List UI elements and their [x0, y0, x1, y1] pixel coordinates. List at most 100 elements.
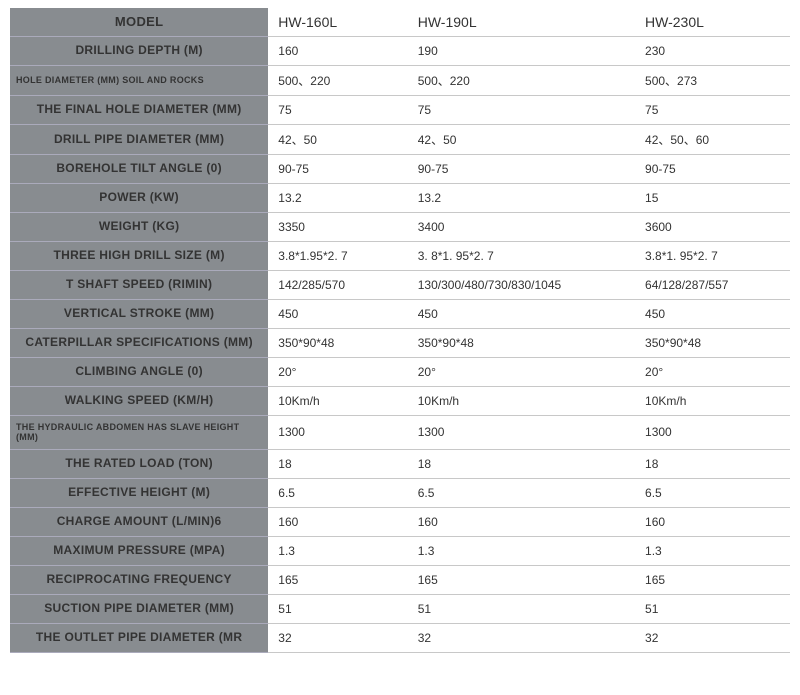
table-row: THE OUTLET PIPE DIAMETER (MR323232	[10, 624, 790, 653]
data-cell: 42、50	[408, 125, 635, 155]
data-cell: 20°	[635, 358, 790, 387]
table-row: WEIGHT (KG)335034003600	[10, 213, 790, 242]
data-cell: HW-160L	[268, 8, 407, 37]
data-cell: 1300	[408, 416, 635, 450]
data-cell: 42、50	[268, 125, 407, 155]
data-cell: 3. 8*1. 95*2. 7	[408, 242, 635, 271]
data-cell: 15	[635, 184, 790, 213]
row-label: VERTICAL STROKE (MM)	[10, 300, 268, 329]
data-cell: 75	[408, 96, 635, 125]
data-cell: 75	[268, 96, 407, 125]
data-cell: 160	[635, 508, 790, 537]
data-cell: 51	[635, 595, 790, 624]
data-cell: 75	[635, 96, 790, 125]
data-cell: 1.3	[408, 537, 635, 566]
table-row: DRILLING DEPTH (M)160190230	[10, 37, 790, 66]
data-cell: 350*90*48	[635, 329, 790, 358]
row-label: THE RATED LOAD (TON)	[10, 450, 268, 479]
data-cell: 3.8*1. 95*2. 7	[635, 242, 790, 271]
data-cell: 32	[635, 624, 790, 653]
data-cell: 500、273	[635, 66, 790, 96]
table-row: MODELHW-160LHW-190LHW-230L	[10, 8, 790, 37]
row-label: CHARGE AMOUNT (L/MIN)6	[10, 508, 268, 537]
table-row: WALKING SPEED (KM/H)10Km/h10Km/h10Km/h	[10, 387, 790, 416]
table-row: THE FINAL HOLE DIAMETER (MM)757575	[10, 96, 790, 125]
data-cell: 32	[268, 624, 407, 653]
table-row: EFFECTIVE HEIGHT (M)6.56.56.5	[10, 479, 790, 508]
table-row: VERTICAL STROKE (MM)450450450	[10, 300, 790, 329]
row-label: MAXIMUM PRESSURE (MPA)	[10, 537, 268, 566]
row-label: THREE HIGH DRILL SIZE (M)	[10, 242, 268, 271]
row-label: EFFECTIVE HEIGHT (M)	[10, 479, 268, 508]
data-cell: 20°	[408, 358, 635, 387]
table-row: THREE HIGH DRILL SIZE (M)3.8*1.95*2. 73.…	[10, 242, 790, 271]
table-row: SUCTION PIPE DIAMETER (MM)515151	[10, 595, 790, 624]
data-cell: 6.5	[635, 479, 790, 508]
data-cell: 51	[268, 595, 407, 624]
table-row: MAXIMUM PRESSURE (MPA)1.31.31.3	[10, 537, 790, 566]
data-cell: 90-75	[408, 155, 635, 184]
data-cell: 18	[268, 450, 407, 479]
spec-table: MODELHW-160LHW-190LHW-230LDRILLING DEPTH…	[10, 8, 790, 653]
table-row: POWER (KW)13.213.215	[10, 184, 790, 213]
data-cell: 165	[268, 566, 407, 595]
data-cell: 165	[408, 566, 635, 595]
row-label: POWER (KW)	[10, 184, 268, 213]
data-cell: HW-190L	[408, 8, 635, 37]
data-cell: 10Km/h	[268, 387, 407, 416]
data-cell: 42、50、60	[635, 125, 790, 155]
data-cell: 10Km/h	[408, 387, 635, 416]
data-cell: 64/128/287/557	[635, 271, 790, 300]
row-label: CATERPILLAR SPECIFICATIONS (MM)	[10, 329, 268, 358]
table-row: CLIMBING ANGLE (0)20°20°20°	[10, 358, 790, 387]
row-label: DRILL PIPE DIAMETER (MM)	[10, 125, 268, 155]
table-row: CATERPILLAR SPECIFICATIONS (MM)350*90*48…	[10, 329, 790, 358]
table-row: CHARGE AMOUNT (L/MIN)6160160160	[10, 508, 790, 537]
data-cell: 6.5	[408, 479, 635, 508]
data-cell: HW-230L	[635, 8, 790, 37]
row-label: HOLE DIAMETER (MM) SOIL AND ROCKS	[10, 66, 268, 96]
data-cell: 1300	[268, 416, 407, 450]
data-cell: 500、220	[408, 66, 635, 96]
row-label: WALKING SPEED (KM/H)	[10, 387, 268, 416]
table-row: BOREHOLE TILT ANGLE (0)90-7590-7590-75	[10, 155, 790, 184]
data-cell: 3600	[635, 213, 790, 242]
data-cell: 13.2	[408, 184, 635, 213]
data-cell: 3350	[268, 213, 407, 242]
data-cell: 160	[268, 37, 407, 66]
data-cell: 142/285/570	[268, 271, 407, 300]
data-cell: 10Km/h	[635, 387, 790, 416]
row-label: RECIPROCATING FREQUENCY	[10, 566, 268, 595]
row-label: THE HYDRAULIC ABDOMEN HAS SLAVE HEIGHT (…	[10, 416, 268, 450]
row-label: CLIMBING ANGLE (0)	[10, 358, 268, 387]
data-cell: 450	[408, 300, 635, 329]
row-label: DRILLING DEPTH (M)	[10, 37, 268, 66]
data-cell: 500、220	[268, 66, 407, 96]
data-cell: 450	[268, 300, 407, 329]
data-cell: 90-75	[635, 155, 790, 184]
table-row: THE RATED LOAD (TON)181818	[10, 450, 790, 479]
data-cell: 20°	[268, 358, 407, 387]
row-label: SUCTION PIPE DIAMETER (MM)	[10, 595, 268, 624]
table-row: DRILL PIPE DIAMETER (MM)42、5042、5042、50、…	[10, 125, 790, 155]
data-cell: 13.2	[268, 184, 407, 213]
data-cell: 32	[408, 624, 635, 653]
data-cell: 90-75	[268, 155, 407, 184]
row-label: MODEL	[10, 8, 268, 37]
data-cell: 165	[635, 566, 790, 595]
table-row: HOLE DIAMETER (MM) SOIL AND ROCKS500、220…	[10, 66, 790, 96]
data-cell: 130/300/480/730/830/1045	[408, 271, 635, 300]
table-row: RECIPROCATING FREQUENCY165165165	[10, 566, 790, 595]
table-row: T SHAFT SPEED (RIMIN)142/285/570130/300/…	[10, 271, 790, 300]
data-cell: 350*90*48	[408, 329, 635, 358]
data-cell: 1300	[635, 416, 790, 450]
row-label: WEIGHT (KG)	[10, 213, 268, 242]
row-label: THE FINAL HOLE DIAMETER (MM)	[10, 96, 268, 125]
data-cell: 350*90*48	[268, 329, 407, 358]
data-cell: 3.8*1.95*2. 7	[268, 242, 407, 271]
data-cell: 51	[408, 595, 635, 624]
spec-table-body: MODELHW-160LHW-190LHW-230LDRILLING DEPTH…	[10, 8, 790, 653]
data-cell: 18	[635, 450, 790, 479]
row-label: THE OUTLET PIPE DIAMETER (MR	[10, 624, 268, 653]
data-cell: 1.3	[268, 537, 407, 566]
